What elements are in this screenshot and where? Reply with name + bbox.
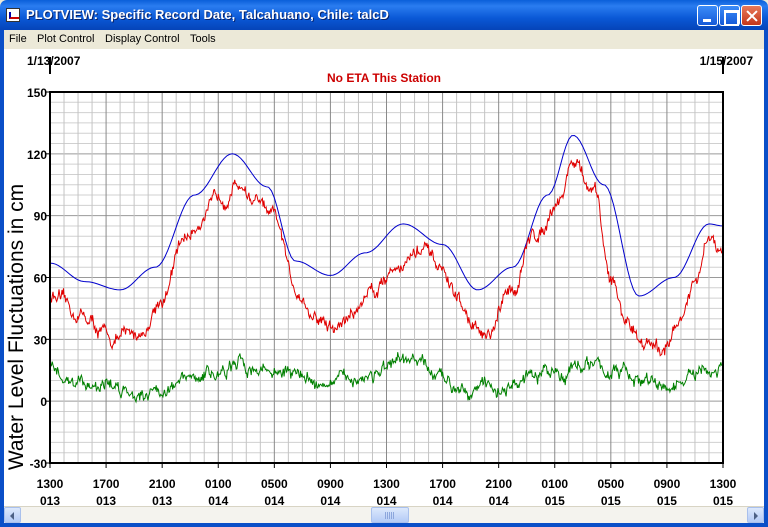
y-tick-label: 60 — [34, 272, 48, 286]
x-tick-day-label: 015 — [713, 494, 733, 506]
x-tick-day-label: 015 — [657, 494, 677, 506]
x-tick-day-label: 014 — [264, 494, 284, 506]
menu-file[interactable]: File — [9, 33, 27, 45]
close-button[interactable] — [741, 5, 762, 26]
y-tick-label: 150 — [27, 86, 47, 100]
end-date-label: 1/15/2007 — [700, 54, 754, 68]
y-tick-label: 0 — [40, 395, 47, 409]
start-date-label: 1/13/2007 — [27, 54, 81, 68]
x-tick-time-label: 1300 — [373, 477, 400, 491]
x-tick-time-label: 0100 — [541, 477, 568, 491]
x-tick-day-label: 015 — [545, 494, 565, 506]
menu-tools[interactable]: Tools — [190, 33, 216, 45]
x-tick-day-label: 013 — [40, 494, 60, 506]
predicted-series-line — [49, 134, 724, 297]
menu-bar: File Plot Control Display Control Tools — [4, 30, 764, 49]
y-axis-label: Water Level Fluctuations in cm — [5, 184, 28, 470]
x-tick-day-label: 014 — [433, 494, 453, 506]
water-level-chart: 1/13/2007 1/15/2007 No ETA This Station … — [5, 54, 754, 506]
x-tick-time-label: 2100 — [149, 477, 176, 491]
y-tick-label: 30 — [34, 333, 48, 347]
x-tick-time-label: 0900 — [654, 477, 681, 491]
x-tick-time-label: 1700 — [429, 477, 456, 491]
x-tick-day-label: 013 — [96, 494, 116, 506]
x-tick-time-label: 0100 — [205, 477, 232, 491]
scroll-left-arrow-icon[interactable] — [4, 507, 21, 523]
horizontal-scrollbar[interactable] — [4, 506, 764, 523]
maximize-button[interactable] — [719, 5, 740, 26]
x-tick-day-label: 015 — [601, 494, 621, 506]
plot-area: 1/13/2007 1/15/2007 No ETA This Station … — [4, 49, 764, 506]
scrollbar-thumb[interactable] — [371, 507, 409, 523]
y-tick-label: -30 — [30, 457, 48, 471]
window-title: PLOTVIEW: Specific Record Date, Talcahua… — [26, 7, 389, 22]
x-tick-day-label: 013 — [152, 494, 172, 506]
x-tick-day-label: 014 — [320, 494, 340, 506]
x-tick-day-label: 014 — [208, 494, 228, 506]
scroll-right-arrow-icon[interactable] — [747, 507, 764, 523]
residual-series-line — [49, 352, 724, 404]
plot-grid — [49, 91, 724, 464]
axis-layer: -30 0 30 60 90 120 150 1300 013 1700 013 2100 013 010… — [27, 57, 737, 506]
y-tick-label: 90 — [34, 210, 48, 224]
x-tick-time-label: 0900 — [317, 477, 344, 491]
x-tick-time-label: 1700 — [93, 477, 120, 491]
x-tick-time-label: 0500 — [597, 477, 624, 491]
x-tick-time-label: 2100 — [485, 477, 512, 491]
x-tick-time-label: 0500 — [261, 477, 288, 491]
y-tick-label: 120 — [27, 148, 47, 162]
x-tick-time-label: 1300 — [710, 477, 737, 491]
observed-series-line — [49, 158, 724, 357]
x-tick-day-label: 014 — [376, 494, 396, 506]
menu-plot-control[interactable]: Plot Control — [37, 33, 95, 45]
minimize-button[interactable] — [697, 5, 718, 26]
menu-display-control[interactable]: Display Control — [105, 33, 180, 45]
title-bar: PLOTVIEW: Specific Record Date, Talcahua… — [0, 0, 768, 30]
series-layer — [49, 134, 724, 404]
plotview-app-icon[interactable] — [6, 8, 20, 22]
x-tick-day-label: 014 — [489, 494, 509, 506]
x-tick-time-label: 1300 — [37, 477, 64, 491]
status-message: No ETA This Station — [327, 71, 441, 85]
